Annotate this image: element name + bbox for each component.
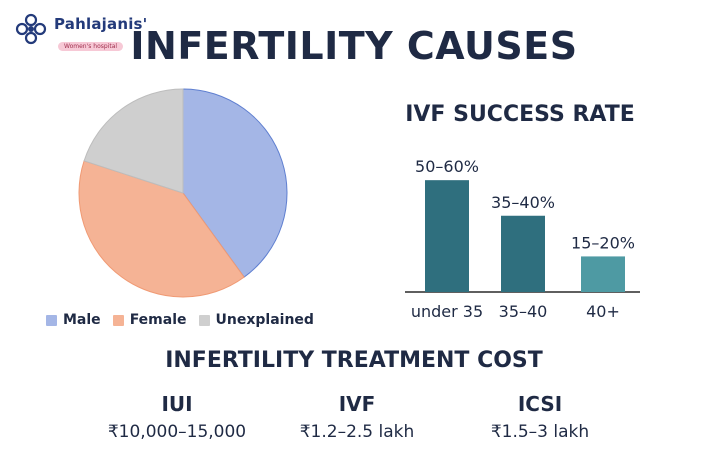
brand-tagline: Women's hospital <box>58 42 124 51</box>
flower-lattice-icon <box>15 13 47 45</box>
pie-slice-male <box>182 88 288 278</box>
legend-label-female: Female <box>129 312 187 328</box>
ivf-bar-2 <box>581 256 625 292</box>
ivf-tick-label-1: 35–40 <box>499 302 548 321</box>
hospital-logo: Pahlajanis' Women's hospital <box>14 12 147 52</box>
ivf-data-label-2: 15–20% <box>571 233 635 252</box>
page-title: INFERTILITY CAUSES <box>130 24 578 68</box>
cost-label-icsi: ICSI <box>517 392 563 416</box>
cost-value-ivf: ₹1.2–2.5 lakh <box>299 422 415 442</box>
ivf-bar-1 <box>501 215 545 292</box>
ivf-tick-label-0: under 35 <box>411 302 483 321</box>
legend-item-female: Female <box>112 312 187 328</box>
legend-label-unexplained: Unexplained <box>215 312 314 328</box>
pie-slice-female <box>78 160 245 298</box>
cost-item-iui: IUI ₹10,000–15,000 <box>87 392 267 442</box>
cost-label-iui: IUI <box>161 392 193 416</box>
cost-item-ivf: IVF ₹1.2–2.5 lakh <box>267 392 447 442</box>
ivf-chart-title: IVF SUCCESS RATE <box>405 102 635 127</box>
legend-swatch-male <box>46 314 57 326</box>
pie-slice-unexplained <box>83 88 184 194</box>
ivf-tick-label-2: 40+ <box>586 302 620 321</box>
ivf-data-label-1: 35–40% <box>491 193 555 212</box>
ivf-bar-0 <box>425 180 469 292</box>
legend-label-male: Male <box>63 312 101 328</box>
legend-item-unexplained: Unexplained <box>198 312 314 328</box>
pie-legend: Male Female Unexplained <box>46 312 314 328</box>
cost-value-icsi: ₹1.5–3 lakh <box>490 422 590 442</box>
ivf-data-label-0: 50–60% <box>415 157 479 176</box>
legend-swatch-unexplained <box>198 314 210 326</box>
brand-name: Pahlajanis' <box>54 15 148 33</box>
cost-section-title: INFERTILITY TREATMENT COST <box>165 348 543 373</box>
legend-item-male: Male <box>46 312 101 328</box>
cost-value-iui: ₹10,000–15,000 <box>107 422 247 442</box>
cost-item-icsi: ICSI ₹1.5–3 lakh <box>450 392 630 442</box>
legend-swatch-female <box>112 314 124 326</box>
cost-label-ivf: IVF <box>338 392 376 416</box>
